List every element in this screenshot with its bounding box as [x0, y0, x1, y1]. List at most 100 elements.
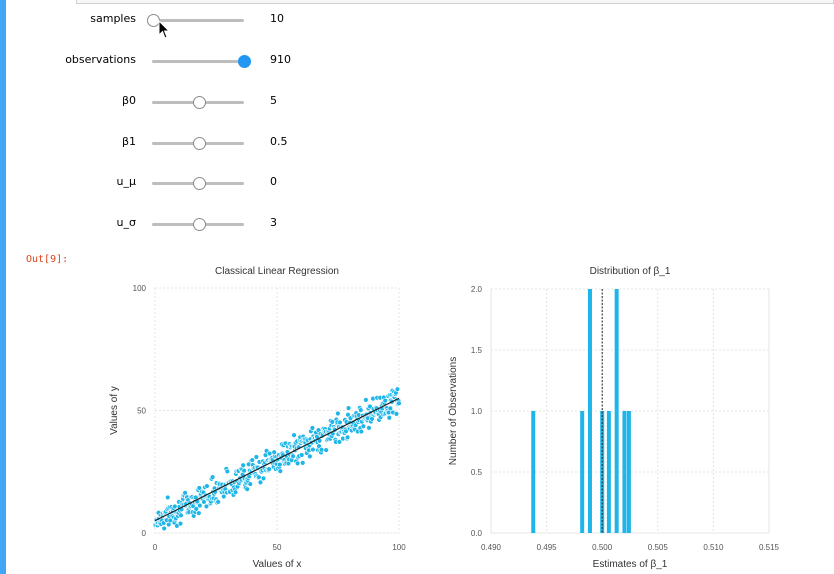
scatter-point	[393, 411, 400, 417]
scatter-point	[172, 503, 178, 510]
scatter-point	[345, 405, 352, 411]
y-tick-label: 50	[137, 407, 146, 416]
scatter-point	[161, 525, 167, 532]
scatter-point	[201, 499, 207, 505]
slider-label: observations	[65, 53, 136, 66]
y-tick-label: 1.5	[471, 346, 483, 355]
cell-selection-bar	[0, 0, 6, 574]
histogram-bar	[606, 411, 611, 533]
scatter-point	[316, 443, 322, 449]
scatter-point	[240, 462, 246, 468]
scatter-point	[241, 467, 247, 474]
scatter-point	[178, 512, 184, 519]
scatter-point	[257, 479, 264, 486]
scatter-point	[344, 434, 351, 441]
scatter-point	[197, 502, 203, 509]
scatter-point	[277, 461, 283, 468]
scatter-point	[260, 475, 267, 482]
slider-handle[interactable]	[238, 55, 251, 68]
slider-label: u_μ	[116, 175, 136, 188]
scatter-point	[193, 506, 199, 512]
y-tick-label: 2.0	[471, 285, 483, 294]
slider-row: observations 910	[0, 51, 330, 71]
y-axis-label: Number of Observations	[448, 357, 459, 465]
histogram-bar	[626, 411, 631, 533]
scatter-point	[336, 439, 343, 445]
slider-row: u_σ 3	[0, 214, 330, 234]
slider-label: u_σ	[116, 216, 136, 229]
x-tick-label: 100	[392, 543, 406, 552]
scatter-point	[294, 460, 301, 467]
scatter-point	[256, 474, 262, 480]
scatter-point	[215, 499, 221, 505]
slider-label: samples	[90, 12, 136, 25]
x-tick-label: 0.515	[759, 543, 780, 552]
scatter-point	[396, 400, 402, 407]
slider-value: 3	[270, 216, 277, 229]
scatter-point	[182, 490, 188, 496]
slider-handle[interactable]	[192, 177, 206, 190]
scatter-point	[291, 432, 297, 438]
slider-value: 0	[270, 175, 277, 188]
slider-value: 10	[270, 12, 284, 25]
regression-line	[154, 397, 400, 522]
slider-value: 0.5	[270, 135, 288, 148]
scatter-point	[382, 397, 388, 404]
scatter-point	[318, 447, 325, 453]
slider-row: u_μ 0	[0, 173, 330, 193]
x-tick-label: 0.505	[648, 543, 669, 552]
chart-title: Classical Linear Regression	[215, 266, 339, 277]
slider-row: samples 10	[0, 10, 330, 30]
scatter-point	[335, 410, 341, 417]
x-tick-label: 0.510	[703, 543, 724, 552]
mouse-cursor-icon	[158, 20, 171, 39]
scatter-point	[165, 494, 171, 501]
slider-track[interactable]	[152, 19, 244, 22]
scatter-point	[310, 446, 316, 453]
slider-value: 910	[270, 53, 291, 66]
scatter-point	[358, 428, 365, 435]
slider-handle[interactable]	[147, 14, 160, 27]
histogram-bar	[531, 411, 536, 533]
x-tick-label: 50	[273, 543, 282, 552]
slider-handle[interactable]	[192, 96, 206, 109]
slider-label: β0	[121, 94, 136, 107]
histogram-bar	[614, 289, 619, 533]
scatter-point	[224, 468, 231, 475]
scatter-point	[307, 453, 313, 460]
histogram-bar	[622, 411, 627, 533]
slider-handle[interactable]	[192, 137, 206, 150]
scatter-point	[323, 447, 329, 453]
scatter-point	[366, 425, 372, 431]
y-tick-label: 0.0	[471, 529, 483, 538]
scatter-point	[337, 419, 343, 426]
scatter-point	[271, 449, 277, 455]
x-axis-label: Values of x	[253, 559, 302, 570]
scatter-point	[209, 474, 216, 480]
slider-label: β1	[121, 135, 136, 148]
scatter-point	[196, 510, 202, 516]
histogram-bar	[580, 411, 585, 533]
histogram-bar	[587, 289, 592, 533]
scatter-point	[290, 453, 296, 459]
x-tick-label: 0	[153, 543, 158, 552]
slider-track[interactable]	[152, 60, 244, 63]
slider-handle[interactable]	[192, 218, 206, 231]
x-axis-label: Estimates of β_1	[593, 559, 668, 570]
slider-value: 5	[270, 94, 277, 107]
scatter-point	[177, 520, 184, 527]
y-tick-label: 0.5	[471, 468, 483, 477]
slider-row: β1 0.5	[0, 133, 330, 153]
scatter-point	[277, 468, 284, 474]
scatter-point	[244, 486, 250, 492]
scatter-point	[300, 460, 306, 466]
scatter-point	[394, 386, 401, 392]
slider-row: β0 5	[0, 92, 330, 112]
scatter-point	[363, 397, 369, 403]
scatter-point	[266, 450, 273, 457]
chart-title: Distribution of β_1	[590, 266, 671, 277]
y-tick-label: 0	[142, 529, 147, 538]
scatter-point	[253, 454, 260, 460]
scatter-point	[309, 425, 316, 431]
scatter-point	[196, 485, 203, 491]
